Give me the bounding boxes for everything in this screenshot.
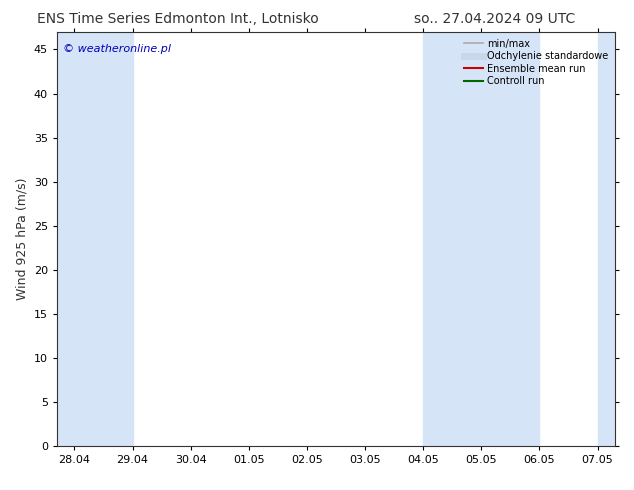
Text: ENS Time Series Edmonton Int., Lotnisko: ENS Time Series Edmonton Int., Lotnisko — [37, 12, 318, 26]
Text: so.. 27.04.2024 09 UTC: so.. 27.04.2024 09 UTC — [414, 12, 575, 26]
Bar — [597, 32, 634, 446]
Bar — [424, 32, 540, 446]
Bar — [57, 32, 133, 446]
Text: © weatheronline.pl: © weatheronline.pl — [63, 44, 171, 54]
Legend: min/max, Odchylenie standardowe, Ensemble mean run, Controll run: min/max, Odchylenie standardowe, Ensembl… — [462, 37, 610, 88]
Y-axis label: Wind 925 hPa (m/s): Wind 925 hPa (m/s) — [15, 177, 29, 300]
